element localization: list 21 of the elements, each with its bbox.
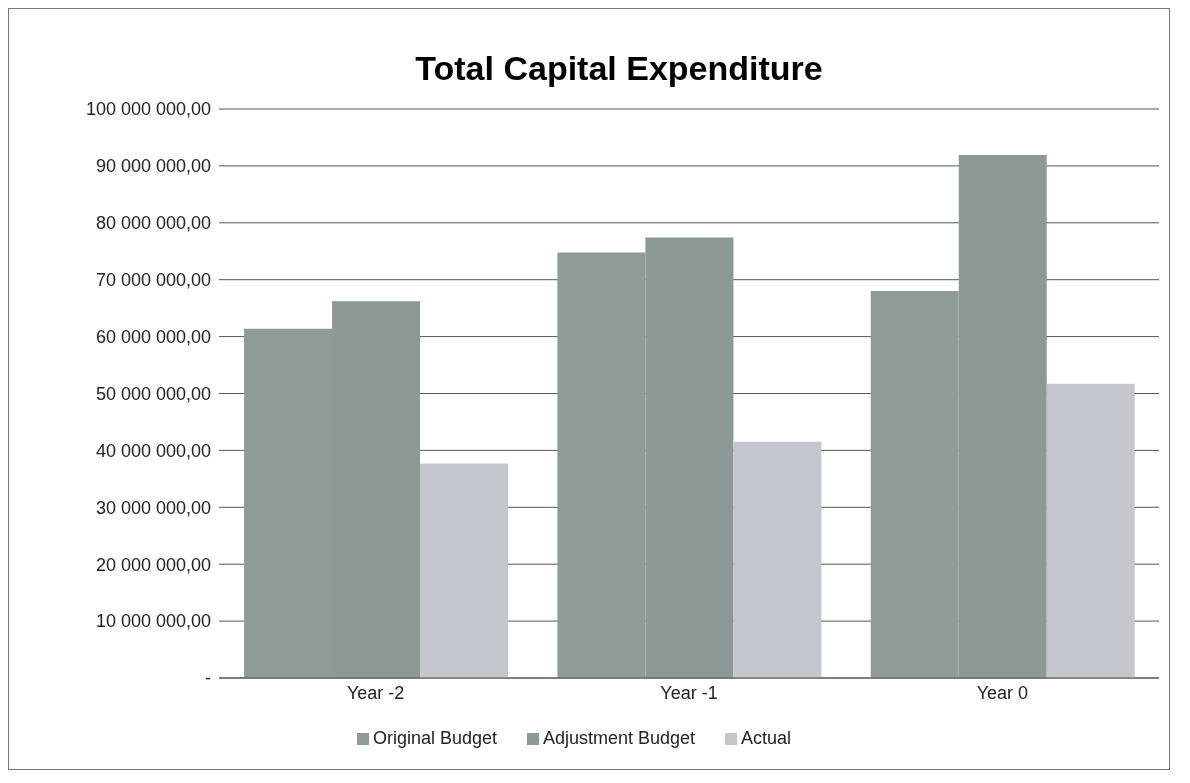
bar [420,463,509,678]
y-tick-label: 80 000 000,00 [95,213,211,234]
y-tick-label: 10 000 000,00 [95,611,211,632]
legend-label: Original Budget [372,728,497,748]
y-tick-label: 90 000 000,00 [95,156,211,177]
y-tick-label: 60 000 000,00 [95,326,211,347]
y-tick-label: 100 000 000,00 [85,99,211,120]
y-tick-label: 70 000 000,00 [95,270,211,291]
legend-label: Adjustment Budget [542,728,696,748]
legend-label: Actual [741,728,792,748]
chart-title: Total Capital Expenditure [414,48,824,89]
bar [733,441,822,678]
bar [1046,383,1135,678]
y-tick-label: - [205,668,211,689]
y-tick-label: 50 000 000,00 [95,383,211,404]
y-tick-label: 20 000 000,00 [95,554,211,575]
x-tick-label: Year 0 [976,682,1029,703]
x-tick-label: Year -1 [660,682,718,703]
y-tick-label: 40 000 000,00 [95,440,211,461]
x-tick-label: Year -2 [346,682,405,703]
y-tick-label: 30 000 000,00 [95,497,211,518]
